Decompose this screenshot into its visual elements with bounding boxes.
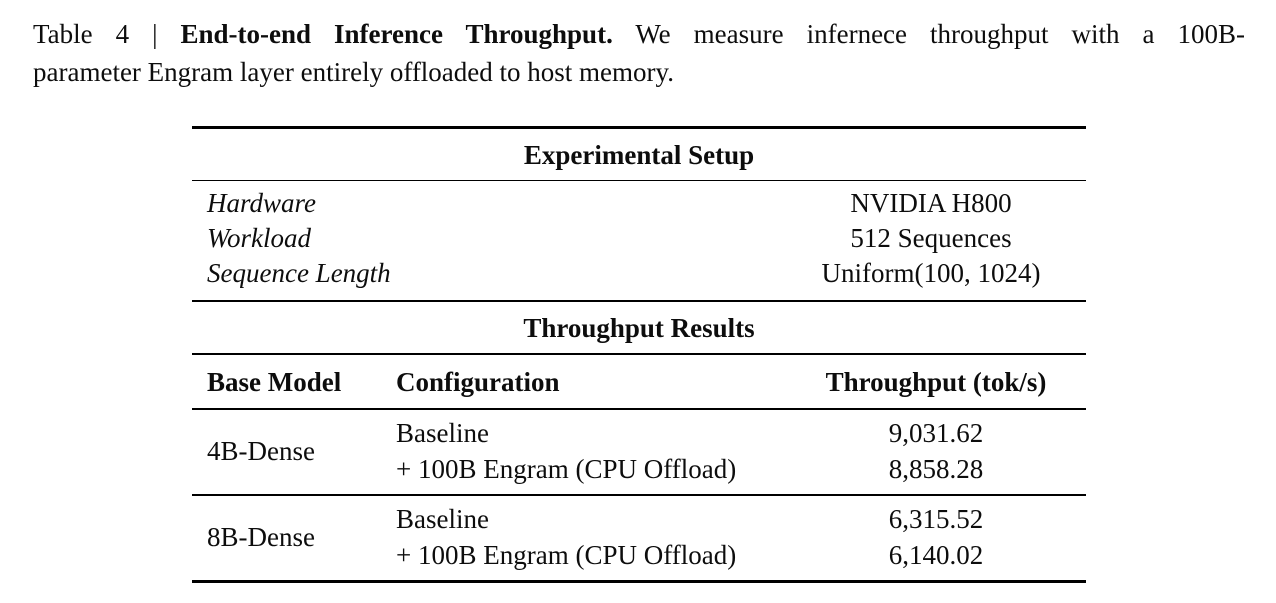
rule-between-groups [192,494,1086,496]
setup-label-hardware: Hardware [207,188,317,218]
caption-body-line2: parameter Engram layer entirely offloade… [33,57,675,87]
caption-line-1: Table 4 | End-to-end Inference Throughpu… [33,15,1245,53]
setup-row-sequence-length: Sequence Length Uniform(100, 1024) [192,256,1086,291]
configuration-cell-group: Baseline + 100B Engram (CPU Offload) [396,415,786,487]
throughput-value: 9,031.62 [888,418,984,448]
table-bottom-rule [192,580,1086,583]
throughput-table: Experimental Setup Hardware NVIDIA H800 … [192,126,1086,583]
configuration-value: Baseline [396,418,489,448]
setup-row-workload: Workload 512 Sequences [192,221,1086,256]
column-header-configuration: Configuration [396,366,560,397]
rule-below-column-headers [192,407,1086,410]
setup-section-header: Experimental Setup [523,139,755,170]
column-header-base-model: Base Model [207,366,342,397]
setup-row-hardware: Hardware NVIDIA H800 [192,186,1086,221]
configuration-cell-group: Baseline + 100B Engram (CPU Offload) [396,501,786,573]
setup-value-sequence-length: Uniform(100, 1024) [821,258,1041,288]
setup-value-hardware: NVIDIA H800 [850,188,1012,218]
column-header-throughput: Throughput (tok/s) [825,366,1047,397]
throughput-value: 6,140.02 [888,540,984,570]
group-row-8b-dense: 8B-Dense Baseline + 100B Engram (CPU Off… [192,496,1086,580]
setup-label-workload: Workload [207,223,312,253]
setup-label-sequence-length: Sequence Length [207,258,391,288]
configuration-value: + 100B Engram (CPU Offload) [396,540,737,570]
column-header-row: Base Model Configuration Throughput (tok… [192,355,1086,408]
rule-above-results-header [192,300,1086,302]
throughput-cell-group: 9,031.62 8,858.28 [786,415,1086,487]
group-row-4b-dense: 4B-Dense Baseline + 100B Engram (CPU Off… [192,410,1086,494]
setup-rows: Hardware NVIDIA H800 Workload 512 Sequen… [192,181,1086,300]
rule-below-setup-header [192,179,1086,181]
table-top-rule [192,126,1086,129]
configuration-value: + 100B Engram (CPU Offload) [396,454,737,484]
caption-separator: | [152,19,158,49]
base-model-cell: 4B-Dense [207,435,315,466]
configuration-value: Baseline [396,504,489,534]
table-caption: Table 4 | End-to-end Inference Throughpu… [33,15,1245,91]
throughput-value: 6,315.52 [888,504,984,534]
setup-value-workload: 512 Sequences [850,223,1012,253]
rule-below-results-header [192,353,1086,355]
caption-label: Table 4 [33,19,130,49]
paper-page: Table 4 | End-to-end Inference Throughpu… [33,15,1245,583]
base-model-cell: 8B-Dense [207,521,315,552]
throughput-cell-group: 6,315.52 6,140.02 [786,501,1086,573]
results-section-header: Throughput Results [523,313,755,343]
caption-body-line1: We measure infernece throughput with a 1… [635,19,1245,49]
throughput-value: 8,858.28 [888,454,984,484]
caption-title: End-to-end Inference Throughput. [180,19,613,49]
